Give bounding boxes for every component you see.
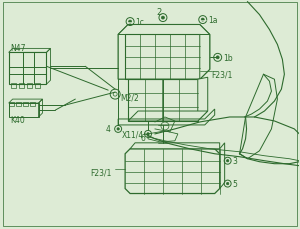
Circle shape [129,21,132,24]
Bar [9,104,38,117]
Circle shape [161,17,164,20]
Circle shape [117,128,119,131]
Text: 3: 3 [232,157,238,166]
Text: F23/1: F23/1 [90,167,112,176]
Circle shape [147,133,149,136]
Text: 6: 6 [140,134,145,143]
Text: M2/2: M2/2 [120,93,139,102]
Circle shape [216,57,219,60]
Bar [9,103,14,106]
Bar [30,103,34,106]
Polygon shape [198,78,208,121]
Bar [9,53,46,85]
Circle shape [226,160,229,162]
Text: N47: N47 [11,44,26,53]
Text: 1a: 1a [208,16,217,25]
Circle shape [226,183,229,185]
Text: X11/4: X11/4 [122,130,144,139]
Bar [128,80,198,121]
Bar [22,103,28,106]
Polygon shape [118,25,210,35]
Text: 5: 5 [232,179,238,188]
Text: 1c: 1c [135,18,144,27]
Polygon shape [128,112,208,121]
Polygon shape [200,35,210,80]
Circle shape [113,93,117,97]
Text: 4: 4 [105,125,110,134]
Text: 1b: 1b [224,54,233,63]
Text: F23/1: F23/1 [212,71,233,79]
Bar [16,103,21,106]
Circle shape [201,19,204,22]
Text: 2: 2 [156,8,161,17]
Polygon shape [220,143,225,189]
Text: K40: K40 [11,116,26,125]
Bar [27,84,32,89]
Bar [34,84,40,89]
Bar [19,84,24,89]
Polygon shape [130,143,220,149]
Bar [125,35,200,80]
Bar [11,84,16,89]
